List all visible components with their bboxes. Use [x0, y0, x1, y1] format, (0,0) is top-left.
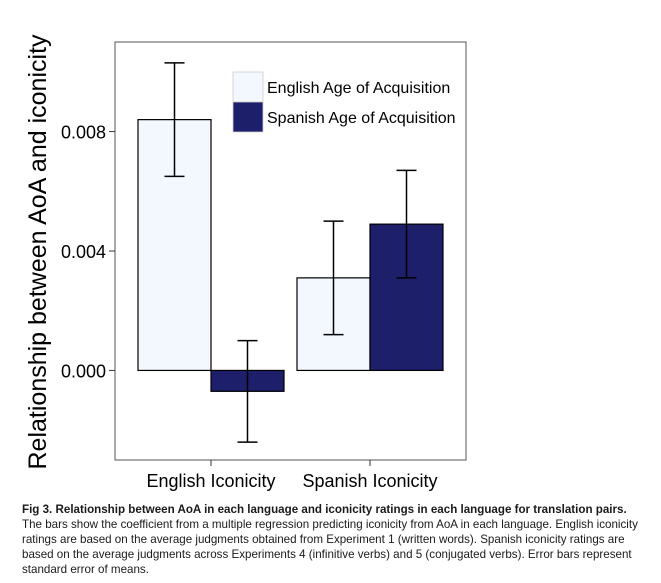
y-tick-label: 0.004 [61, 242, 106, 262]
legend: English Age of Acquisition Spanish Age of… [232, 71, 456, 133]
x-tick-label: English Iconicity [146, 471, 275, 491]
bar-chart: 0.000 0.004 0.008 English Iconicity Spanish… [24, 34, 467, 491]
y-tick-label: 0.008 [61, 123, 106, 143]
caption-body: The bars show the coefficient from a mul… [22, 518, 638, 576]
figure-caption: Fig 3. Relationship between AoA in each … [22, 502, 642, 577]
legend-label: Spanish Age of Acquisition [267, 110, 456, 127]
y-axis-label: Relationship between AoA and iconicity [24, 34, 52, 470]
legend-label: English Age of Acquisition [267, 80, 450, 97]
legend-swatch [232, 101, 264, 133]
legend-swatch [232, 71, 264, 103]
y-tick-label: 0.000 [61, 361, 106, 381]
x-tick-label: Spanish Iconicity [302, 471, 437, 491]
caption-lead: Fig 3. Relationship between AoA in each … [22, 503, 627, 516]
